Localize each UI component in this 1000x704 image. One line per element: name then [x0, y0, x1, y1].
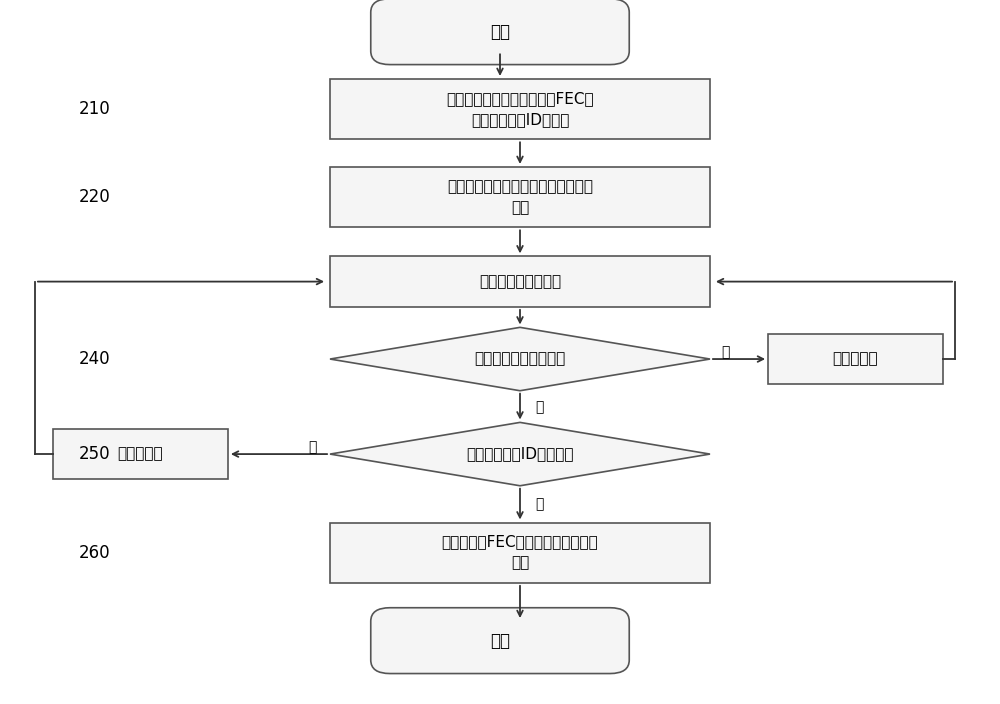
Text: 否: 否 — [308, 440, 316, 454]
Text: 开始: 开始 — [490, 23, 510, 41]
Text: 删除广播包: 删除广播包 — [117, 446, 163, 462]
Bar — [330, 256, 710, 307]
Bar — [330, 80, 710, 139]
Bar — [330, 168, 710, 227]
Text: 主机判断编号是否相同: 主机判断编号是否相同 — [474, 351, 566, 367]
Text: 删除广播包: 删除广播包 — [832, 351, 878, 367]
Text: 结束: 结束 — [490, 631, 510, 650]
FancyBboxPatch shape — [371, 0, 629, 65]
Text: 遥控器以蓝牙广播包形式重复发送数
据包: 遥控器以蓝牙广播包形式重复发送数 据包 — [447, 179, 593, 215]
Text: 蓝牙主机接收广播包: 蓝牙主机接收广播包 — [479, 274, 561, 289]
Text: 220: 220 — [79, 188, 111, 206]
Text: 260: 260 — [79, 543, 111, 562]
Text: 遥控器分割数据成数据包，FEC编
码，加入设备ID后编号: 遥控器分割数据成数据包，FEC编 码，加入设备ID后编号 — [446, 91, 594, 127]
Text: 210: 210 — [79, 100, 111, 118]
Bar — [53, 429, 228, 479]
Bar — [768, 334, 942, 384]
Text: 是: 是 — [721, 345, 729, 359]
Text: 是: 是 — [535, 497, 543, 511]
Polygon shape — [330, 327, 710, 391]
Polygon shape — [330, 422, 710, 486]
Text: 主机解密，FEC解码纠错后上报上层
应用: 主机解密，FEC解码纠错后上报上层 应用 — [442, 534, 598, 571]
Text: 主机判断设备ID是否相符: 主机判断设备ID是否相符 — [466, 446, 574, 462]
Bar — [330, 522, 710, 583]
FancyBboxPatch shape — [371, 608, 629, 674]
Text: 250: 250 — [79, 445, 111, 463]
Text: 否: 否 — [535, 400, 543, 414]
Text: 240: 240 — [79, 350, 111, 368]
